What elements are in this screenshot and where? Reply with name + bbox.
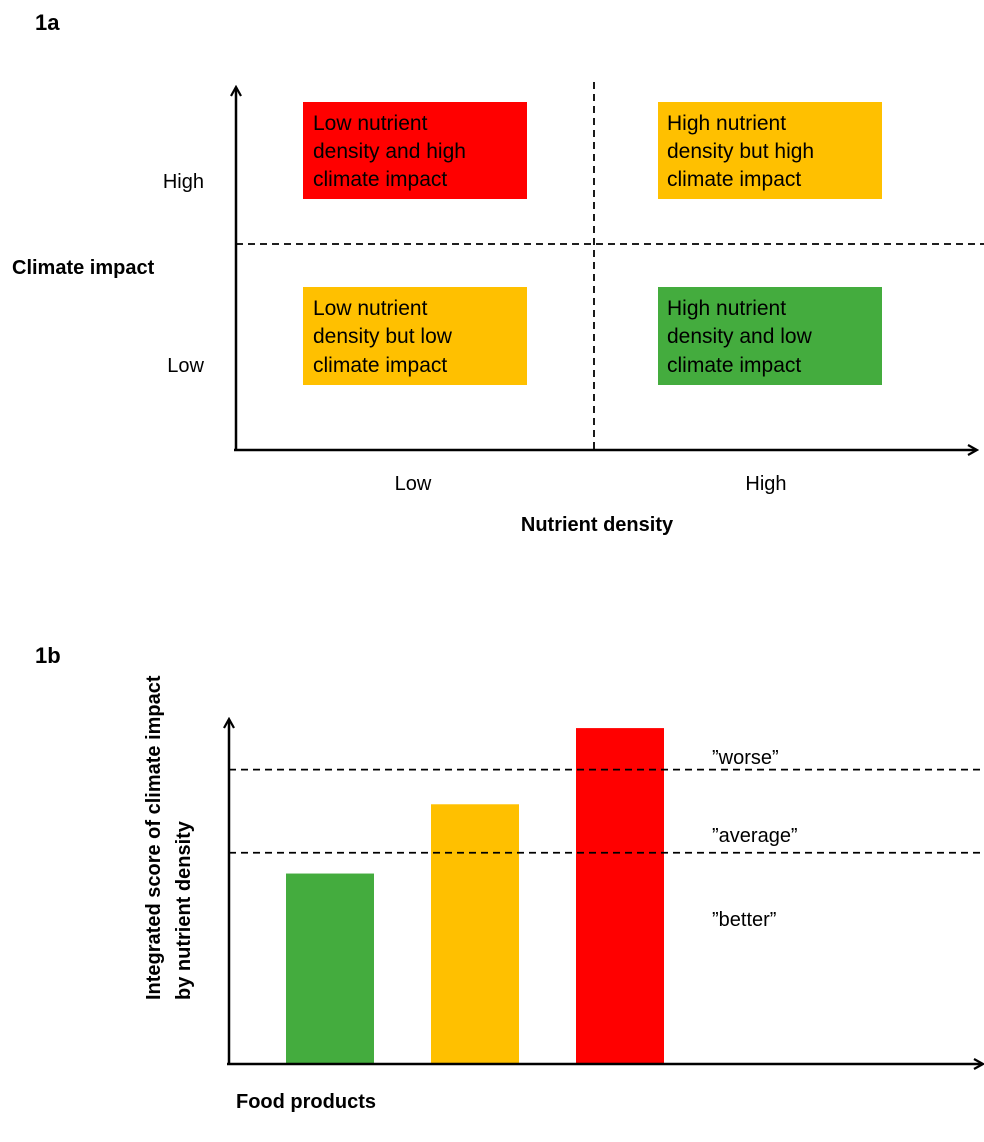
quadrant-box-low-nd-low-ci (303, 287, 527, 385)
zone-label-worse: ”worse” (712, 747, 779, 769)
y-axis-title: Climate impact (12, 257, 155, 279)
zone-label-average: ”average” (712, 825, 798, 847)
quadrant-box-high-nd-high-ci (658, 102, 882, 199)
quadrant-text-low-nd-high-ci: Low nutrient density and high climate im… (313, 112, 472, 191)
quadrant-text-high-nd-high-ci: High nutrient density but high climate i… (667, 112, 820, 191)
quadrant-box-low-nd-high-ci (303, 102, 527, 199)
quadrant-text-high-nd-low-ci: High nutrient density and low climate im… (667, 297, 818, 377)
x-tick-high: High (745, 473, 786, 495)
panel-1a: 1a Low nutrient density and high climate… (12, 10, 984, 536)
x-tick-low: Low (395, 473, 432, 495)
y-axis-title-line-2: by nutrient density (173, 820, 195, 1000)
y-tick-high: High (163, 171, 204, 193)
bar-1 (286, 873, 374, 1064)
bar-3 (576, 728, 664, 1064)
panel-1b-label: 1b (35, 643, 61, 668)
y-tick-low: Low (167, 355, 204, 377)
quadrant-box-high-nd-low-ci (658, 287, 882, 385)
bar-2 (431, 804, 519, 1064)
x-axis-title: Nutrient density (521, 514, 674, 536)
x-axis-title: Food products (236, 1091, 376, 1113)
y-axis-title-line-1: Integrated score of climate impact (143, 675, 165, 1000)
panel-1a-label: 1a (35, 10, 60, 35)
panel-1b: 1b ”worse” ”average” ”better” Integrated… (35, 643, 984, 1113)
bar-chart (229, 728, 984, 1064)
quadrant-text-low-nd-low-ci: Low nutrient density but low climate imp… (313, 297, 458, 377)
zone-label-better: ”better” (712, 909, 776, 931)
